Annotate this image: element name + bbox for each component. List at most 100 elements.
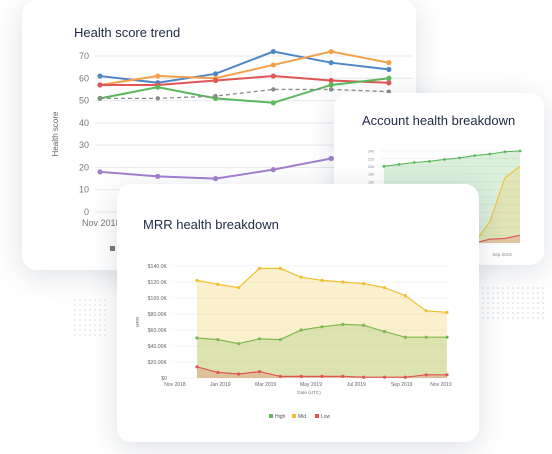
pattern-dot	[512, 317, 514, 319]
pattern-dot	[79, 304, 81, 306]
pattern-dot	[94, 309, 96, 311]
pattern-dot	[512, 302, 514, 304]
y-tick-label: 10	[79, 185, 89, 195]
x-tick-label: Jul 2019	[347, 382, 366, 388]
y-tick-label: $120.0K	[148, 280, 168, 286]
pattern-dot	[94, 329, 96, 331]
pattern-dot	[542, 307, 544, 309]
data-point	[278, 266, 282, 270]
x-tick-label: Sep 2019	[391, 382, 413, 388]
series-area	[197, 324, 447, 378]
y-axis-label: Health score	[51, 111, 60, 156]
data-point	[97, 73, 103, 79]
y-tick-label: 30	[79, 140, 89, 150]
pattern-dot	[99, 304, 101, 306]
data-point	[386, 60, 392, 66]
data-point	[328, 87, 334, 92]
pattern-dot	[517, 292, 519, 294]
data-point	[443, 158, 446, 161]
data-point	[278, 374, 282, 378]
data-point	[341, 280, 345, 284]
pattern-dot	[99, 334, 101, 336]
data-point	[155, 73, 161, 79]
pattern-dot	[527, 297, 529, 299]
pattern-dot	[532, 302, 534, 304]
x-tick-label: Mar 2019	[255, 382, 276, 388]
data-point	[299, 374, 303, 378]
x-tick-label: Jan 2019	[210, 382, 231, 388]
pattern-dot	[89, 329, 91, 331]
pattern-dot	[532, 307, 534, 309]
pattern-dot	[482, 317, 484, 319]
health-score-title: Health score trend	[74, 25, 181, 40]
pattern-dot	[104, 319, 106, 321]
account-health-title: Account health breakdown	[362, 113, 516, 128]
data-point	[216, 338, 220, 342]
legend-marker	[292, 414, 296, 418]
data-point	[320, 325, 324, 329]
pattern-dot	[537, 317, 539, 319]
pattern-dot	[104, 314, 106, 316]
legend-label: Low	[321, 414, 331, 420]
y-tick-label: 20	[79, 162, 89, 172]
pattern-dot	[104, 299, 106, 301]
pattern-dot	[84, 319, 86, 321]
series-line	[99, 50, 390, 86]
data-point	[386, 89, 392, 94]
pattern-dot	[497, 287, 499, 289]
pattern-dot	[532, 287, 534, 289]
pattern-dot	[74, 304, 76, 306]
data-point	[270, 167, 276, 173]
data-point	[362, 375, 366, 379]
pattern-dot	[522, 302, 524, 304]
data-point	[386, 80, 392, 86]
data-point	[212, 71, 219, 77]
pattern-dot	[79, 309, 81, 311]
pattern-dot	[522, 287, 524, 289]
pattern-dot	[99, 324, 101, 326]
pattern-dot	[482, 302, 484, 304]
pattern-dot	[74, 314, 76, 316]
pattern-dot	[537, 307, 539, 309]
data-point	[386, 75, 392, 81]
data-point	[328, 60, 334, 66]
data-point	[97, 82, 103, 88]
data-point	[155, 173, 161, 179]
y-tick-label: $0	[161, 376, 167, 382]
series-line	[99, 50, 390, 84]
pattern-dot	[517, 287, 519, 289]
legend-marker	[269, 414, 273, 418]
pattern-dot	[527, 307, 529, 309]
x-axis-label: Date (UTC)	[297, 390, 321, 395]
pattern-dot	[482, 307, 484, 309]
pattern-dot	[532, 317, 534, 319]
y-axis-label: MRR	[135, 316, 140, 327]
pattern-dot	[84, 324, 86, 326]
data-point	[257, 266, 262, 270]
pattern-dot	[74, 334, 76, 336]
data-point	[213, 93, 218, 99]
pattern-dot	[507, 292, 509, 294]
data-point	[403, 294, 407, 298]
data-point	[278, 338, 282, 342]
data-point	[328, 48, 334, 55]
data-point	[212, 175, 219, 182]
x-tick-label: Nov 2018	[82, 218, 121, 228]
pattern-dot	[89, 299, 91, 301]
pattern-dot	[104, 309, 106, 311]
pattern-dot	[482, 292, 484, 294]
pattern-dot	[492, 287, 494, 289]
data-point	[382, 286, 387, 290]
data-point	[488, 152, 492, 156]
pattern-dot	[104, 334, 106, 336]
pattern-dot	[94, 319, 96, 321]
data-point	[362, 282, 366, 286]
pattern-dot	[507, 302, 509, 304]
series-line	[100, 88, 389, 99]
data-point	[97, 169, 103, 175]
pattern-dot	[542, 302, 544, 304]
pattern-dot	[99, 309, 101, 311]
pattern-dot	[89, 304, 91, 306]
pattern-dot	[492, 317, 494, 319]
pattern-dot	[512, 297, 514, 299]
